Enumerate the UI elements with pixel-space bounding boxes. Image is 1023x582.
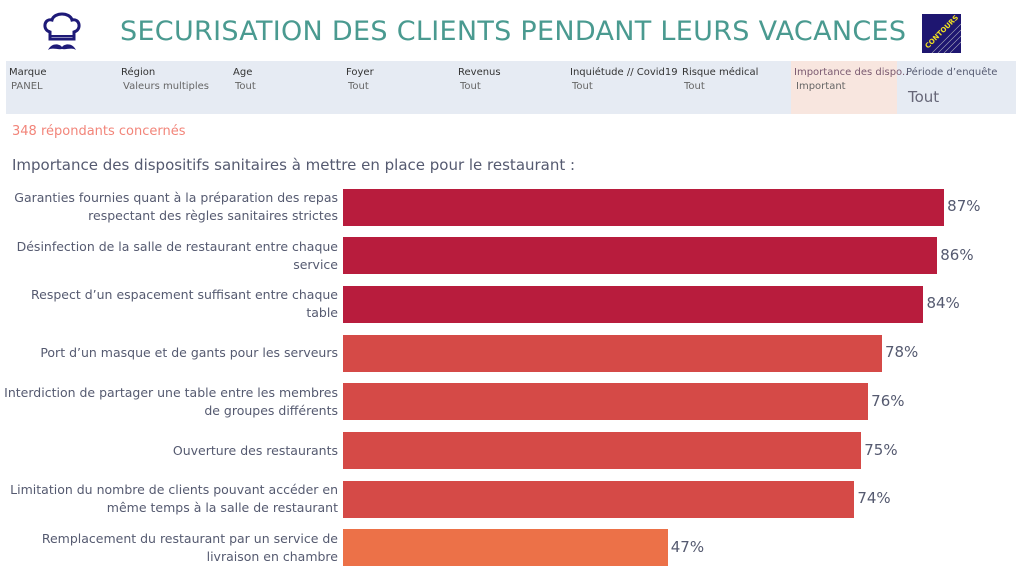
- filter-1[interactable]: Région Valeurs multiples: [118, 61, 228, 114]
- value-label: 76%: [871, 391, 905, 410]
- filter-3[interactable]: Foyer Tout: [343, 61, 453, 114]
- value-label: 84%: [926, 294, 960, 313]
- filter-4[interactable]: Revenus Tout: [455, 61, 565, 114]
- value-label: 86%: [940, 245, 974, 264]
- respondent-count: 348 répondants concernés: [12, 124, 186, 139]
- bar: [343, 188, 945, 226]
- filter-value: Tout: [235, 81, 256, 92]
- bar: [343, 432, 862, 469]
- filter-value: Important: [796, 81, 846, 92]
- filter-value: Tout: [684, 81, 705, 92]
- category-label: Respect d’un espacement suffisant entre …: [31, 287, 338, 321]
- filter-label: Risque médical: [682, 67, 759, 78]
- value-label: 74%: [857, 489, 891, 508]
- filter-value: Tout: [460, 81, 481, 92]
- category-label: Limitation du nombre de clients pouvant …: [10, 482, 338, 516]
- bar: [343, 529, 668, 567]
- filter-label: Revenus: [458, 67, 501, 78]
- bar: [343, 383, 869, 421]
- bar: [343, 480, 855, 518]
- filter-6[interactable]: Risque médical Tout: [679, 61, 789, 114]
- filter-value: PANEL: [11, 81, 43, 92]
- filter-label: Période d’enquête: [906, 67, 998, 78]
- category-label: Port d’un masque et de gants pour les se…: [40, 345, 338, 361]
- bar: [343, 334, 882, 372]
- filter-0[interactable]: Marque PANEL: [6, 61, 116, 114]
- filter-value: Tout: [348, 81, 369, 92]
- chart-title: Importance des dispositifs sanitaires à …: [12, 156, 576, 174]
- filter-label: Importance des dispo..: [794, 67, 909, 78]
- category-label: Désinfection de la salle de restaurant e…: [16, 238, 338, 272]
- filter-2[interactable]: Age Tout: [230, 61, 340, 114]
- filter-8[interactable]: Période d’enquête Tout: [903, 61, 1013, 114]
- category-label: Remplacement du restaurant par un servic…: [41, 530, 338, 564]
- dashboard-title: SECURISATION DES CLIENTS PENDANT LEURS V…: [120, 16, 907, 47]
- bar: [343, 285, 924, 323]
- filter-label: Foyer: [346, 67, 374, 78]
- filter-label: Age: [233, 67, 253, 78]
- filter-value: Tout: [572, 81, 593, 92]
- filter-bar: Marque PANEL Région Valeurs multiples Age Tou…: [6, 61, 1016, 114]
- filter-label: Inquiétude // Covid19: [570, 67, 678, 78]
- bar: [343, 237, 938, 275]
- filter-label: Marque: [9, 67, 47, 78]
- value-label: 75%: [864, 440, 898, 459]
- category-label: Interdiction de partager une table entre…: [4, 384, 338, 418]
- value-label: 87%: [947, 197, 981, 215]
- filter-value: Valeurs multiples: [123, 81, 210, 92]
- filter-5[interactable]: Inquiétude // Covid19 Tout: [567, 61, 678, 114]
- category-label: Garanties fournies quant à la préparatio…: [14, 190, 338, 223]
- chef-hat-logo: [42, 12, 82, 60]
- contours-logo: CONTOURS: [922, 14, 961, 53]
- value-label: 47%: [670, 537, 705, 556]
- filter-label: Région: [121, 67, 156, 78]
- filter-7[interactable]: Importance des dispo.. Important: [791, 61, 908, 114]
- value-label: 78%: [884, 343, 919, 362]
- category-label: Ouverture des restaurants: [172, 442, 338, 458]
- filter-value: Tout: [908, 88, 940, 106]
